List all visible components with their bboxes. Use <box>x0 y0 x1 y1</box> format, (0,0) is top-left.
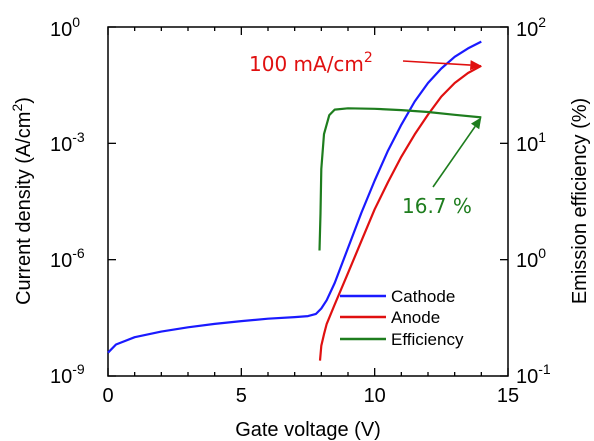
y-left-tick-label: 10-9 <box>50 361 85 388</box>
annotation-arrow-efficiency <box>432 126 476 188</box>
x-tick-label-5: 5 <box>236 385 247 407</box>
y-right-tick-label: 101 <box>516 129 546 156</box>
y-left-tick-label: 100 <box>50 14 80 41</box>
annotation-current: 100 mA/cm2 <box>249 50 373 76</box>
y-left-axis-title: Current density (A/cm2) <box>9 97 35 305</box>
annotation-arrow-current <box>402 60 471 66</box>
y-right-axis-title: Emission efficiency (%) <box>569 98 591 304</box>
plot-frame <box>107 26 509 377</box>
y-left-tick-label: 10-3 <box>50 129 85 156</box>
legend-label-cathode: Cathode <box>391 287 455 306</box>
y-left-tick-label: 10-6 <box>50 245 85 272</box>
y-right-tick-label: 100 <box>516 245 546 272</box>
y-right-tick-label: 102 <box>516 14 546 41</box>
x-tick-label-15: 15 <box>497 385 519 407</box>
legend-item-efficiency: Efficiency <box>340 330 464 349</box>
annotation-arrowhead-efficiency <box>471 117 482 130</box>
legend-label-anode: Anode <box>391 308 440 327</box>
annotation-arrowhead-current <box>470 60 482 71</box>
axis-ticks <box>107 26 509 377</box>
x-axis-title: Gate voltage (V) <box>235 419 381 441</box>
x-tick-label-10: 10 <box>364 385 386 407</box>
x-tick-label-0: 0 <box>102 385 113 407</box>
legend-item-anode: Anode <box>340 308 440 327</box>
annotation-efficiency: 16.7 % <box>402 194 472 218</box>
y-right-tick-label: 10-1 <box>516 361 551 388</box>
legend: Cathode Anode Efficiency <box>340 287 464 349</box>
series-line-efficiency <box>318 107 482 251</box>
legend-item-cathode: Cathode <box>340 287 455 306</box>
annotations: 100 mA/cm2 16.7 % <box>249 50 482 218</box>
y-left-tick-labels: 10-9 10-6 10-3 100 <box>50 14 85 388</box>
y-right-tick-labels: 10-1 100 101 102 <box>516 14 551 388</box>
x-tick-labels: 0 5 10 15 <box>102 385 519 407</box>
series-line-cathode <box>107 40 482 354</box>
legend-label-efficiency: Efficiency <box>391 330 464 349</box>
series-layer <box>107 40 482 361</box>
series-line-anode <box>318 64 482 361</box>
